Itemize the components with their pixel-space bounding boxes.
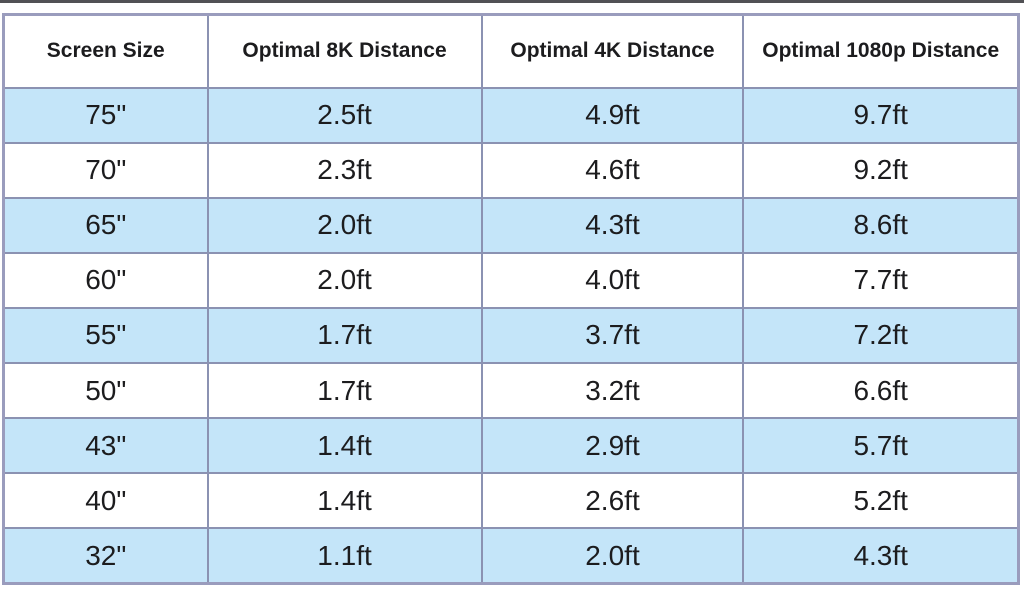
table-cell: 1.7ft — [206, 362, 483, 420]
table-cell: 9.7ft — [742, 86, 1020, 144]
table-cell: 1.4ft — [206, 417, 483, 475]
table-header: Screen Size Optimal 8K Distance Optimal 4K… — [2, 13, 1020, 89]
table-cell: 70" — [2, 141, 209, 199]
viewing-distance-table: Screen Size Optimal 8K Distance Optimal 4K… — [2, 13, 1020, 585]
table-row: 32" 1.1ft 2.0ft 4.3ft — [2, 527, 1020, 585]
table-cell: 2.0ft — [206, 251, 483, 309]
table-cell: 65" — [2, 196, 209, 254]
header-cell: Optimal 1080p Distance — [742, 13, 1020, 89]
table-cell: 1.4ft — [206, 472, 483, 530]
table-cell: 2.0ft — [480, 527, 745, 585]
table-cell: 5.2ft — [742, 472, 1020, 530]
table-row: 65" 2.0ft 4.3ft 8.6ft — [2, 196, 1020, 254]
table-cell: 50" — [2, 362, 209, 420]
table-cell: 9.2ft — [742, 141, 1020, 199]
table-cell: 4.0ft — [480, 251, 745, 309]
table-cell: 60" — [2, 251, 209, 309]
header-cell: Optimal 4K Distance — [480, 13, 745, 89]
table-cell: 2.9ft — [480, 417, 745, 475]
table-cell: 43" — [2, 417, 209, 475]
table-cell: 40" — [2, 472, 209, 530]
table-cell: 1.7ft — [206, 306, 483, 365]
table-cell: 55" — [2, 306, 209, 365]
table-cell: 32" — [2, 527, 209, 585]
table-cell: 2.5ft — [206, 86, 483, 144]
table-row: 55" 1.7ft 3.7ft 7.2ft — [2, 306, 1020, 365]
table-body: 75" 2.5ft 4.9ft 9.7ft 70" 2.3ft 4.6ft 9.2ft 65" 2… — [2, 86, 1020, 585]
table-cell: 5.7ft — [742, 417, 1020, 475]
table-cell: 4.3ft — [480, 196, 745, 254]
table-cell: 2.3ft — [206, 141, 483, 199]
table-cell: 4.3ft — [742, 527, 1020, 585]
table-row: 43" 1.4ft 2.9ft 5.7ft — [2, 417, 1020, 475]
table-cell: 3.7ft — [480, 306, 745, 365]
top-divider-line — [0, 0, 1024, 3]
table-row: 60" 2.0ft 4.0ft 7.7ft — [2, 251, 1020, 309]
table-cell: 7.7ft — [742, 251, 1020, 309]
header-cell: Optimal 8K Distance — [206, 13, 483, 89]
header-cell: Screen Size — [2, 13, 209, 89]
table-cell: 3.2ft — [480, 362, 745, 420]
table-row: 70" 2.3ft 4.6ft 9.2ft — [2, 141, 1020, 199]
table-header-row: Screen Size Optimal 8K Distance Optimal 4K… — [2, 13, 1020, 89]
table-row: 50" 1.7ft 3.2ft 6.6ft — [2, 362, 1020, 420]
table-cell: 2.0ft — [206, 196, 483, 254]
table-cell: 8.6ft — [742, 196, 1020, 254]
table-row: 75" 2.5ft 4.9ft 9.7ft — [2, 86, 1020, 144]
table-row: 40" 1.4ft 2.6ft 5.2ft — [2, 472, 1020, 530]
table-cell: 4.9ft — [480, 86, 745, 144]
table-cell: 6.6ft — [742, 362, 1020, 420]
table-cell: 7.2ft — [742, 306, 1020, 365]
table-cell: 2.6ft — [480, 472, 745, 530]
table-cell: 4.6ft — [480, 141, 745, 199]
table-cell: 1.1ft — [206, 527, 483, 585]
table-cell: 75" — [2, 86, 209, 144]
